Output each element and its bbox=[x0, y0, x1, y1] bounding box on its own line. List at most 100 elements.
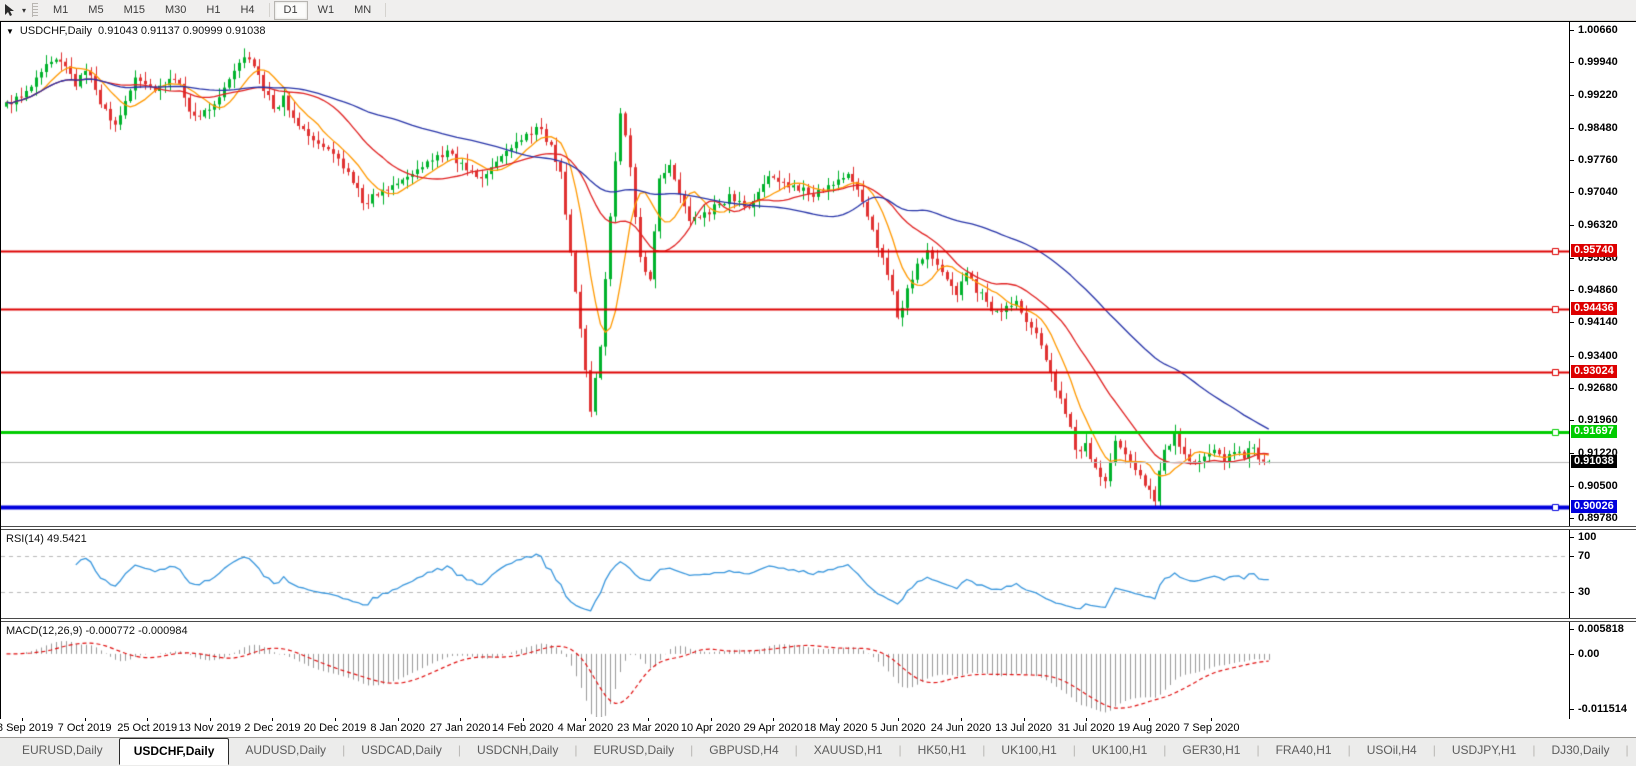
chart-tab-gbpusd-h4[interactable]: GBPUSD,H4 bbox=[709, 743, 779, 757]
level-price-label: 0.91697 bbox=[1571, 425, 1617, 438]
date-tick-mark bbox=[1024, 718, 1025, 721]
toolbar-grip-handle[interactable] bbox=[32, 3, 38, 17]
date-label: 2 Dec 2019 bbox=[244, 722, 301, 734]
chart-tab-usoil-h4[interactable]: USOil,H4 bbox=[1366, 743, 1417, 757]
tab-divider: | bbox=[1163, 743, 1167, 757]
chart-dropdown-icon[interactable]: ▼ bbox=[6, 26, 14, 36]
price-tick-label: 0.92680 bbox=[1578, 382, 1618, 394]
chart-tab-dj30-daily[interactable]: DJ30,Daily bbox=[1551, 743, 1610, 757]
chart-tab-xauusd-h1[interactable]: XAUUSD,H1 bbox=[813, 743, 883, 757]
macd-tick-label: 0.005818 bbox=[1578, 623, 1624, 635]
cursor-dropdown-caret[interactable]: ▾ bbox=[21, 5, 26, 15]
chart-tab-usdjpy-h1[interactable]: USDJPY,H1 bbox=[1451, 743, 1517, 757]
tab-divider: | bbox=[574, 743, 578, 757]
tab-divider: | bbox=[898, 743, 902, 757]
chart-tab-usdcnh-daily[interactable]: USDCNH,Daily bbox=[477, 743, 559, 757]
macd-panel[interactable]: MACD(12,26,9) -0.000772 -0.000984 bbox=[1, 622, 1569, 717]
price-tick-label: 0.99940 bbox=[1578, 56, 1618, 68]
axis-tick-mark bbox=[1570, 356, 1574, 357]
toolbar: ▾ M1 M5 M15 M30 H1 H4 D1 W1 MN bbox=[0, 0, 1636, 21]
chart-tab-audusd-daily[interactable]: AUDUSD,Daily bbox=[245, 743, 327, 757]
date-label: 7 Sep 2020 bbox=[1183, 722, 1240, 734]
axis-tick-mark bbox=[1570, 62, 1574, 63]
date-label: 10 Apr 2020 bbox=[680, 722, 741, 734]
date-tick-mark bbox=[335, 718, 336, 721]
date-label: 31 Jul 2020 bbox=[1057, 722, 1115, 734]
date-label: 13 Jul 2020 bbox=[995, 722, 1053, 734]
chart-title: ▼ USDCHF,Daily 0.91043 0.91137 0.90999 0… bbox=[6, 25, 265, 37]
date-label: 13 Nov 2019 bbox=[178, 722, 241, 734]
date-label: 24 Jun 2020 bbox=[930, 722, 992, 734]
axis-tick-mark bbox=[1570, 95, 1574, 96]
tab-divider: | bbox=[457, 743, 461, 757]
rsi-tick-label: 70 bbox=[1578, 550, 1591, 562]
date-tick-mark bbox=[961, 718, 962, 721]
chart-tab-eurusd-daily[interactable]: EURUSD,Daily bbox=[593, 743, 675, 757]
macd-chart-canvas[interactable] bbox=[1, 622, 1569, 717]
date-label: 5 Jun 2020 bbox=[871, 722, 926, 734]
timeframe-button-m15[interactable]: M15 bbox=[123, 3, 145, 16]
timeframe-button-w1[interactable]: W1 bbox=[317, 3, 335, 16]
rsi-chart-canvas[interactable] bbox=[1, 530, 1569, 618]
date-label: 19 Aug 2020 bbox=[1117, 722, 1180, 734]
tab-divider: | bbox=[690, 743, 694, 757]
price-tick-label: 0.97760 bbox=[1578, 154, 1618, 166]
chart-tab-uk100-h1[interactable]: UK100,H1 bbox=[1091, 743, 1148, 757]
axis-tick-mark bbox=[1570, 225, 1574, 226]
date-tick-mark bbox=[898, 718, 899, 721]
date-tick-mark bbox=[398, 718, 399, 721]
date-label: 25 Oct 2019 bbox=[117, 722, 178, 734]
panel-separator[interactable] bbox=[1, 526, 1636, 530]
cursor-tool-button[interactable] bbox=[0, 2, 18, 18]
chart-tab-fra40-h1[interactable]: FRA40,H1 bbox=[1275, 743, 1332, 757]
macd-scale[interactable]: 0.005818 0.00 -0.011514 bbox=[1570, 622, 1636, 717]
date-label: 27 Jan 2020 bbox=[429, 722, 491, 734]
macd-label: MACD(12,26,9) -0.000772 -0.000984 bbox=[6, 625, 188, 637]
price-scale-column[interactable]: 1.00660 0.99940 0.99220 0.98480 0.97760 0.970… bbox=[1569, 21, 1636, 720]
timeframe-button-h4[interactable]: H4 bbox=[240, 3, 255, 16]
axis-tick-mark bbox=[1570, 322, 1574, 323]
rsi-scale[interactable]: 100 70 30 bbox=[1570, 530, 1636, 618]
axis-tick-mark bbox=[1570, 592, 1574, 593]
chart-tab-hk50-h1[interactable]: HK50,H1 bbox=[917, 743, 967, 757]
price-tick-label: 0.94860 bbox=[1578, 284, 1618, 296]
tab-divider: | bbox=[1432, 743, 1436, 757]
chart-tab-usdchf-daily[interactable]: USDCHF,Daily bbox=[118, 738, 230, 765]
price-panel[interactable]: ▼ USDCHF,Daily 0.91043 0.91137 0.90999 0… bbox=[1, 22, 1569, 526]
date-label: 14 Feb 2020 bbox=[491, 722, 554, 734]
timeframe-button-mn[interactable]: MN bbox=[354, 3, 372, 16]
price-tick-label: 0.97040 bbox=[1578, 186, 1618, 198]
timeframe-button-h1[interactable]: H1 bbox=[206, 3, 221, 16]
timeframe-button-m1[interactable]: M1 bbox=[53, 3, 69, 16]
timeframe-button-m30[interactable]: M30 bbox=[164, 3, 187, 16]
date-tick-mark bbox=[272, 718, 273, 721]
rsi-panel[interactable]: RSI(14) 49.5421 bbox=[1, 530, 1569, 618]
axis-tick-mark bbox=[1570, 556, 1574, 557]
price-chart-canvas[interactable] bbox=[1, 22, 1569, 526]
date-label: 8 Jan 2020 bbox=[370, 722, 425, 734]
axis-tick-mark bbox=[1570, 128, 1574, 129]
panel-separator[interactable] bbox=[1, 618, 1636, 622]
timeframe-button-m5[interactable]: M5 bbox=[88, 3, 104, 16]
macd-tick-label: -0.011514 bbox=[1578, 703, 1627, 715]
chart-window: ▼ USDCHF,Daily 0.91043 0.91137 0.90999 0… bbox=[0, 21, 1636, 720]
axis-tick-mark bbox=[1570, 420, 1574, 421]
tab-divider: | bbox=[982, 743, 986, 757]
chart-tab-usdcad-daily[interactable]: USDCAD,Daily bbox=[361, 743, 442, 757]
chart-tab-ger30-h1[interactable]: GER30,H1 bbox=[1182, 743, 1241, 757]
date-label: 7 Oct 2019 bbox=[57, 722, 112, 734]
cursor-icon bbox=[4, 3, 14, 16]
price-tick-label: 0.99220 bbox=[1578, 89, 1618, 101]
chart-ohlc-values: 0.91043 0.91137 0.90999 0.91038 bbox=[98, 25, 266, 37]
chart-tab-eurusd-daily[interactable]: EURUSD,Daily bbox=[22, 743, 103, 757]
axis-tick-mark bbox=[1570, 30, 1574, 31]
axis-tick-mark bbox=[1570, 453, 1574, 454]
rsi-label: RSI(14) 49.5421 bbox=[6, 533, 87, 545]
chart-tab-china300-h1[interactable]: CHINA300,H1 bbox=[1629, 739, 1636, 762]
axis-tick-mark bbox=[1570, 537, 1574, 538]
timeframe-button-d1[interactable]: D1 bbox=[273, 0, 308, 20]
price-scale[interactable]: 1.00660 0.99940 0.99220 0.98480 0.97760 0.970… bbox=[1570, 22, 1636, 526]
date-tick-mark bbox=[648, 718, 649, 721]
chart-tab-uk100-h1[interactable]: UK100,H1 bbox=[1001, 743, 1057, 757]
